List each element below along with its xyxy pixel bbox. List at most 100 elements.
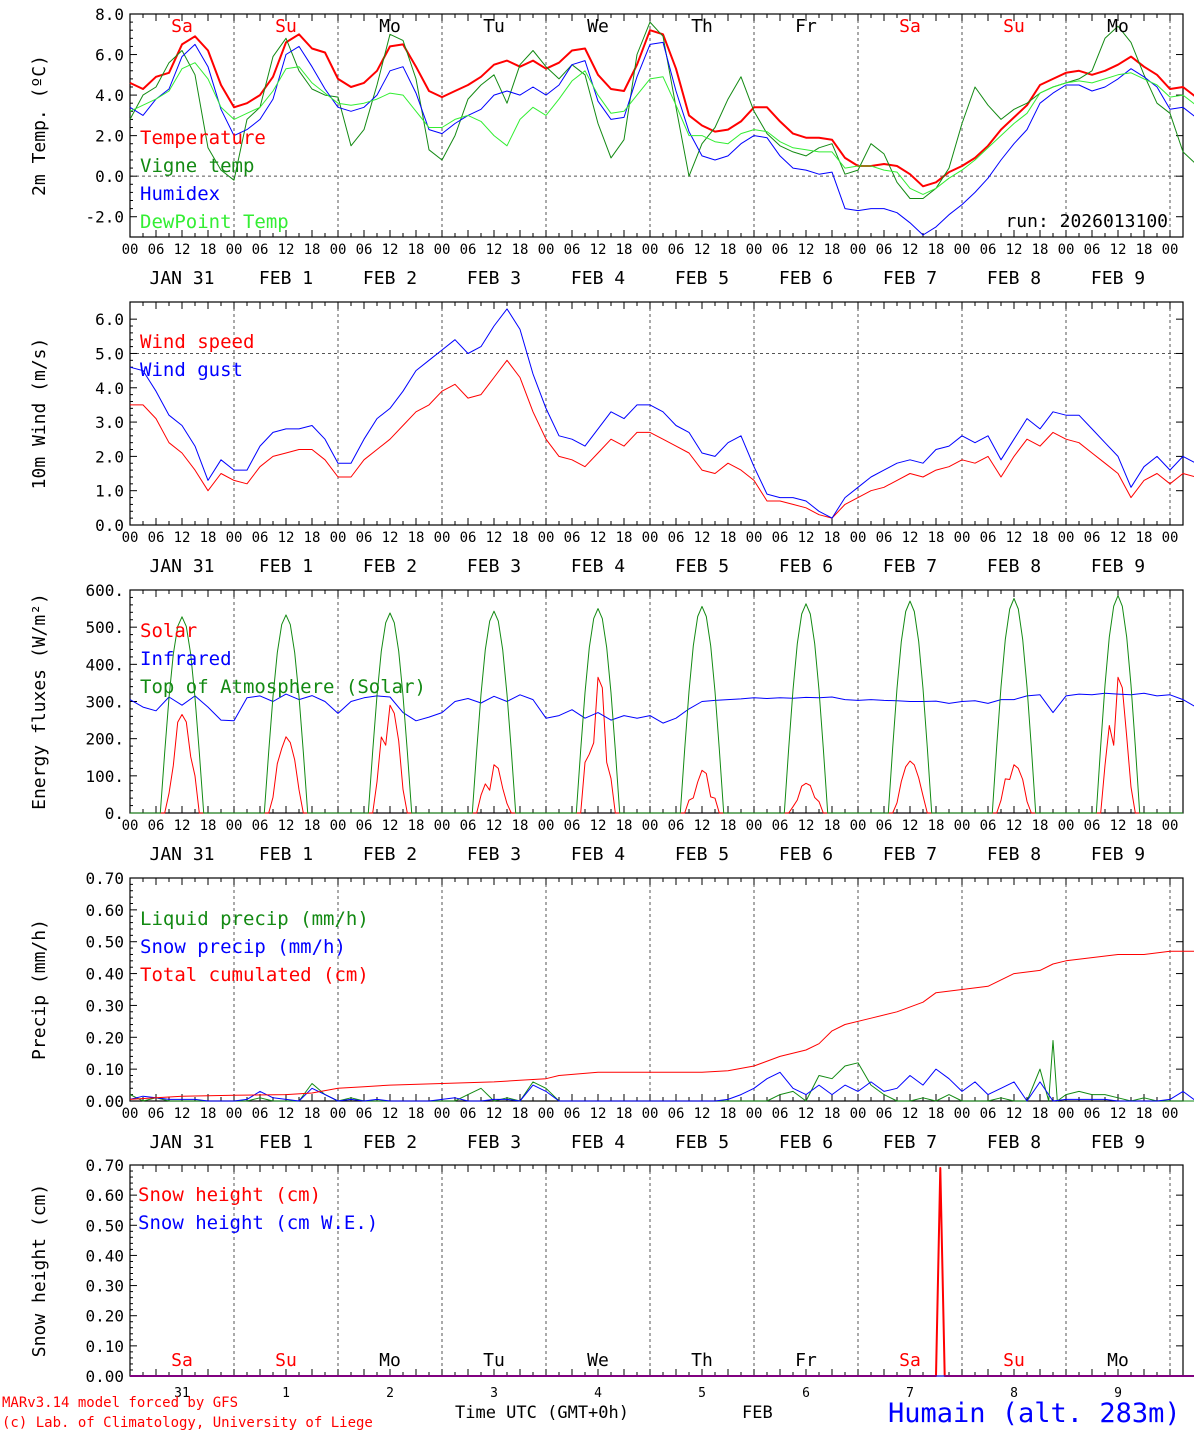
- date-label: FEB 5: [675, 556, 729, 577]
- date-label: FEB 3: [467, 1132, 521, 1153]
- hour-tick-label: 00: [746, 1106, 763, 1122]
- wind-ytick-label: 4.0: [95, 379, 124, 398]
- wind-legend-item: Wind speed: [140, 331, 254, 353]
- temp-series-dewpoint-temp: [129, 62, 1194, 195]
- hour-tick-label: 12: [278, 1106, 295, 1122]
- hour-tick-label: 00: [538, 1106, 555, 1122]
- snow-ytick-label: 0.00: [85, 1367, 124, 1386]
- hour-tick-label: 00: [642, 242, 659, 258]
- hour-tick-label: 12: [382, 530, 399, 546]
- hour-tick-label: 06: [564, 818, 581, 834]
- panel-energy: [129, 589, 1194, 814]
- energy-legend-item: Infrared: [140, 648, 232, 670]
- hour-tick-label: 18: [928, 1106, 945, 1122]
- hour-tick-label: 06: [1084, 1106, 1101, 1122]
- hour-tick-label: 06: [1084, 242, 1101, 258]
- hour-tick-label: 18: [304, 818, 321, 834]
- hour-tick-label: 18: [304, 530, 321, 546]
- hour-tick-label: 00: [538, 530, 555, 546]
- hour-tick-label: 12: [382, 1106, 399, 1122]
- temp-ytick-label: 0.0: [95, 167, 124, 186]
- hour-tick-label: 06: [252, 530, 269, 546]
- hour-tick-label: 06: [252, 1106, 269, 1122]
- hour-tick-label: 18: [928, 242, 945, 258]
- hour-tick-label: 12: [174, 1106, 191, 1122]
- date-label: FEB 9: [1091, 556, 1145, 577]
- energy-series-infrared: [129, 692, 1194, 724]
- hour-tick-label: 18: [616, 1106, 633, 1122]
- precip-series-liquid-precip-mm-h: [129, 1040, 1194, 1102]
- date-label: FEB 2: [363, 556, 417, 577]
- hour-tick-label: 18: [200, 1106, 217, 1122]
- energy-ytick-label: 200.: [85, 730, 124, 749]
- hour-tick-label: 00: [746, 818, 763, 834]
- hour-tick-label: 00: [538, 242, 555, 258]
- hour-tick-label: 18: [408, 242, 425, 258]
- hour-tick-label: 12: [486, 242, 503, 258]
- snow-ytick-label: 0.20: [85, 1307, 124, 1326]
- hour-tick-label: 06: [980, 242, 997, 258]
- date-label: FEB 3: [467, 556, 521, 577]
- hour-tick-label: 06: [980, 818, 997, 834]
- day-number-label: 4: [594, 1386, 602, 1401]
- energy-legend-item: Solar: [140, 620, 197, 642]
- hour-tick-label: 00: [226, 1106, 243, 1122]
- precip-ytick-label: 0.10: [85, 1060, 124, 1079]
- date-label: FEB 1: [259, 556, 313, 577]
- hour-tick-label: 00: [1058, 242, 1075, 258]
- snow-ylabel: Snow height (cm): [29, 1184, 50, 1357]
- hour-tick-label: 00: [642, 530, 659, 546]
- day-number-label: 31: [174, 1386, 190, 1401]
- day-number-label: 9: [1114, 1386, 1122, 1401]
- hour-tick-label: 18: [824, 242, 841, 258]
- hour-tick-label: 06: [148, 530, 165, 546]
- hour-tick-label: 12: [694, 242, 711, 258]
- snow-ytick-label: 0.50: [85, 1216, 124, 1235]
- hour-tick-label: 00: [954, 818, 971, 834]
- hour-tick-label: 06: [564, 530, 581, 546]
- panel-wind: [129, 301, 1194, 526]
- hour-tick-label: 18: [720, 1106, 737, 1122]
- temp-ytick-label: 8.0: [95, 5, 124, 24]
- energy-ytick-label: 300.: [85, 693, 124, 712]
- hour-tick-label: 12: [486, 530, 503, 546]
- hour-tick-label: 18: [512, 818, 529, 834]
- hour-tick-label: 18: [720, 242, 737, 258]
- energy-ylabel: Energy fluxes (W/m²): [29, 593, 50, 810]
- hour-tick-label: 00: [538, 818, 555, 834]
- hour-tick-label: 18: [512, 1106, 529, 1122]
- hour-tick-label: 18: [616, 530, 633, 546]
- hour-tick-label: 18: [824, 1106, 841, 1122]
- hour-tick-label: 12: [1006, 818, 1023, 834]
- hour-tick-label: 06: [356, 530, 373, 546]
- date-label: FEB 6: [779, 844, 833, 865]
- wind-legend-item: Wind gust: [140, 359, 243, 381]
- hour-tick-label: 00: [1162, 1106, 1179, 1122]
- hour-tick-label: 00: [850, 818, 867, 834]
- date-label: FEB 7: [883, 844, 937, 865]
- hour-tick-label: 18: [824, 530, 841, 546]
- hour-tick-label: 12: [694, 818, 711, 834]
- panel-snow: [129, 1164, 1194, 1377]
- date-label: JAN 31: [149, 268, 214, 289]
- hour-tick-label: 06: [772, 1106, 789, 1122]
- date-label: FEB 7: [883, 556, 937, 577]
- hour-tick-label: 18: [1136, 530, 1153, 546]
- energy-legend-item: Top of Atmosphere (Solar): [140, 676, 426, 698]
- precip-legend-item: Total cumulated (cm): [140, 964, 369, 986]
- hour-tick-label: 06: [564, 1106, 581, 1122]
- temp-legend-item: Humidex: [140, 183, 220, 205]
- panel-temp: [129, 13, 1194, 238]
- hour-tick-label: 18: [304, 1106, 321, 1122]
- hour-tick-label: 06: [876, 1106, 893, 1122]
- precip-ytick-label: 0.70: [85, 869, 124, 888]
- hour-tick-label: 00: [330, 1106, 347, 1122]
- month-label: FEB: [742, 1403, 773, 1423]
- date-label: FEB 2: [363, 1132, 417, 1153]
- hour-tick-label: 00: [330, 242, 347, 258]
- wind-ytick-label: 6.0: [95, 310, 124, 329]
- hour-tick-label: 12: [902, 818, 919, 834]
- hour-tick-label: 06: [980, 530, 997, 546]
- hour-tick-label: 12: [1110, 818, 1127, 834]
- day-number-label: 3: [490, 1386, 498, 1401]
